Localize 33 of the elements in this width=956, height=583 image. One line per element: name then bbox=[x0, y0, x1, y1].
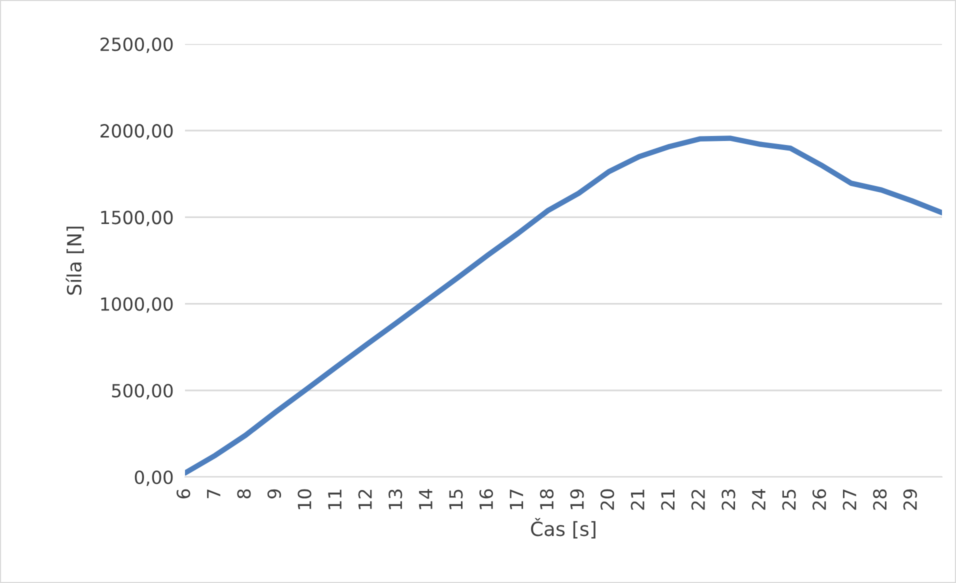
y-tick-label: 2000,00 bbox=[100, 124, 173, 140]
x-tick-label: 14 bbox=[419, 489, 432, 510]
x-tick-label: 15 bbox=[449, 490, 463, 510]
x-tick-label: 13 bbox=[388, 490, 402, 510]
y-axis-title: Síla [N] bbox=[66, 226, 84, 295]
y-tick-label: 2500,00 bbox=[100, 37, 173, 53]
x-tick-label: 17 bbox=[510, 490, 524, 510]
x-tick-label: 7 bbox=[207, 490, 220, 498]
x-tick-label: 26 bbox=[812, 489, 826, 510]
x-tick-label: 11 bbox=[328, 490, 342, 510]
x-tick-label: 27 bbox=[842, 490, 856, 510]
x-tick-label: 19 bbox=[570, 489, 584, 510]
x-tick-label: 21 bbox=[630, 490, 644, 510]
x-tick-label: 23 bbox=[722, 490, 736, 510]
x-tick-label: 29 bbox=[903, 489, 917, 510]
x-tick-label: 18 bbox=[540, 489, 554, 510]
x-axis-title: Čas [s] bbox=[531, 518, 596, 539]
x-tick-label: 10 bbox=[298, 489, 312, 510]
x-tick-label: 16 bbox=[479, 489, 494, 510]
x-tick-label: 25 bbox=[782, 490, 796, 510]
x-tick-label: 22 bbox=[691, 490, 705, 510]
x-tick-label: 6 bbox=[176, 489, 190, 498]
x-tick-label: 28 bbox=[873, 489, 887, 510]
x-tick-label: 21 bbox=[661, 490, 674, 510]
x-tick-label: 8 bbox=[237, 489, 251, 498]
x-tick-label: 12 bbox=[358, 490, 372, 510]
y-tick-label: 500,00 bbox=[112, 384, 173, 400]
y-tick-label: 0,00 bbox=[134, 470, 173, 486]
x-tick-label: 24 bbox=[752, 489, 766, 510]
x-tick-label: 9 bbox=[267, 489, 282, 498]
x-tick-label: 20 bbox=[600, 489, 614, 510]
y-tick-label: 1500,00 bbox=[101, 210, 173, 226]
y-tick-label: 1000,00 bbox=[101, 297, 173, 313]
